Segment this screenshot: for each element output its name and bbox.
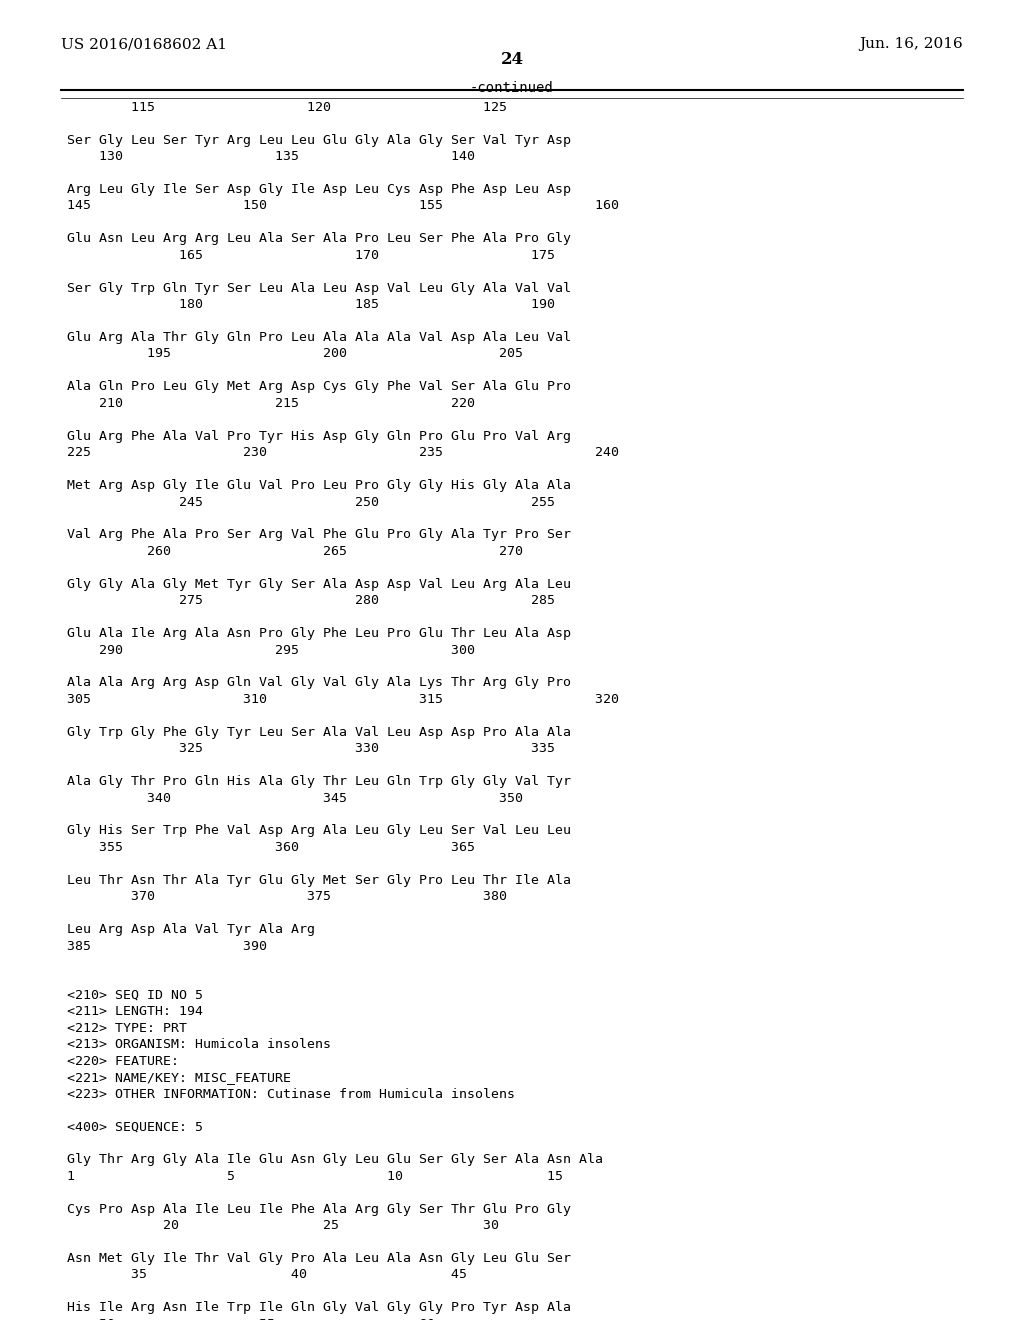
Text: 115                   120                   125: 115 120 125 xyxy=(67,100,507,114)
Text: <213> ORGANISM: Humicola insolens: <213> ORGANISM: Humicola insolens xyxy=(67,1039,331,1051)
Text: Gly Trp Gly Phe Gly Tyr Leu Ser Ala Val Leu Asp Asp Pro Ala Ala: Gly Trp Gly Phe Gly Tyr Leu Ser Ala Val … xyxy=(67,726,570,739)
Text: Arg Leu Gly Ile Ser Asp Gly Ile Asp Leu Cys Asp Phe Asp Leu Asp: Arg Leu Gly Ile Ser Asp Gly Ile Asp Leu … xyxy=(67,183,570,197)
Text: 180                   185                   190: 180 185 190 xyxy=(67,298,555,312)
Text: 1                   5                   10                  15: 1 5 10 15 xyxy=(67,1170,562,1183)
Text: Met Arg Asp Gly Ile Glu Val Pro Leu Pro Gly Gly His Gly Ala Ala: Met Arg Asp Gly Ile Glu Val Pro Leu Pro … xyxy=(67,479,570,492)
Text: Val Arg Phe Ala Pro Ser Arg Val Phe Glu Pro Gly Ala Tyr Pro Ser: Val Arg Phe Ala Pro Ser Arg Val Phe Glu … xyxy=(67,528,570,541)
Text: Gly Thr Arg Gly Ala Ile Glu Asn Gly Leu Glu Ser Gly Ser Ala Asn Ala: Gly Thr Arg Gly Ala Ile Glu Asn Gly Leu … xyxy=(67,1154,602,1167)
Text: 145                   150                   155                   160: 145 150 155 160 xyxy=(67,199,618,213)
Text: 340                   345                   350: 340 345 350 xyxy=(67,792,522,804)
Text: 195                   200                   205: 195 200 205 xyxy=(67,347,522,360)
Text: Glu Asn Leu Arg Arg Leu Ala Ser Ala Pro Leu Ser Phe Ala Pro Gly: Glu Asn Leu Arg Arg Leu Ala Ser Ala Pro … xyxy=(67,232,570,246)
Text: US 2016/0168602 A1: US 2016/0168602 A1 xyxy=(61,37,227,51)
Text: 225                   230                   235                   240: 225 230 235 240 xyxy=(67,446,618,459)
Text: 35                  40                  45: 35 40 45 xyxy=(67,1269,467,1282)
Text: Jun. 16, 2016: Jun. 16, 2016 xyxy=(859,37,963,51)
Text: 275                   280                   285: 275 280 285 xyxy=(67,594,555,607)
Text: <400> SEQUENCE: 5: <400> SEQUENCE: 5 xyxy=(67,1121,203,1134)
Text: Glu Arg Phe Ala Val Pro Tyr His Asp Gly Gln Pro Glu Pro Val Arg: Glu Arg Phe Ala Val Pro Tyr His Asp Gly … xyxy=(67,430,570,442)
Text: Ala Ala Arg Arg Asp Gln Val Gly Val Gly Ala Lys Thr Arg Gly Pro: Ala Ala Arg Arg Asp Gln Val Gly Val Gly … xyxy=(67,676,570,689)
Text: Asn Met Gly Ile Thr Val Gly Pro Ala Leu Ala Asn Gly Leu Glu Ser: Asn Met Gly Ile Thr Val Gly Pro Ala Leu … xyxy=(67,1251,570,1265)
Text: Ala Gln Pro Leu Gly Met Arg Asp Cys Gly Phe Val Ser Ala Glu Pro: Ala Gln Pro Leu Gly Met Arg Asp Cys Gly … xyxy=(67,380,570,393)
Text: Cys Pro Asp Ala Ile Leu Ile Phe Ala Arg Gly Ser Thr Glu Pro Gly: Cys Pro Asp Ala Ile Leu Ile Phe Ala Arg … xyxy=(67,1203,570,1216)
Text: Leu Arg Asp Ala Val Tyr Ala Arg: Leu Arg Asp Ala Val Tyr Ala Arg xyxy=(67,923,314,936)
Text: -continued: -continued xyxy=(470,81,554,95)
Text: Gly Gly Ala Gly Met Tyr Gly Ser Ala Asp Asp Val Leu Arg Ala Leu: Gly Gly Ala Gly Met Tyr Gly Ser Ala Asp … xyxy=(67,578,570,591)
Text: His Ile Arg Asn Ile Trp Ile Gln Gly Val Gly Gly Pro Tyr Asp Ala: His Ile Arg Asn Ile Trp Ile Gln Gly Val … xyxy=(67,1302,570,1315)
Text: Glu Arg Ala Thr Gly Gln Pro Leu Ala Ala Ala Val Asp Ala Leu Val: Glu Arg Ala Thr Gly Gln Pro Leu Ala Ala … xyxy=(67,331,570,345)
Text: 325                   330                   335: 325 330 335 xyxy=(67,742,555,755)
Text: 370                   375                   380: 370 375 380 xyxy=(67,890,507,903)
Text: Leu Thr Asn Thr Ala Tyr Glu Gly Met Ser Gly Pro Leu Thr Ile Ala: Leu Thr Asn Thr Ala Tyr Glu Gly Met Ser … xyxy=(67,874,570,887)
Text: <220> FEATURE:: <220> FEATURE: xyxy=(67,1055,178,1068)
Text: 385                   390: 385 390 xyxy=(67,940,266,953)
Text: 245                   250                   255: 245 250 255 xyxy=(67,495,555,508)
Text: 24: 24 xyxy=(501,51,523,67)
Text: 130                   135                   140: 130 135 140 xyxy=(67,150,474,164)
Text: Glu Ala Ile Arg Ala Asn Pro Gly Phe Leu Pro Glu Thr Leu Ala Asp: Glu Ala Ile Arg Ala Asn Pro Gly Phe Leu … xyxy=(67,627,570,640)
Text: 20                  25                  30: 20 25 30 xyxy=(67,1220,499,1232)
Text: Gly His Ser Trp Phe Val Asp Arg Ala Leu Gly Leu Ser Val Leu Leu: Gly His Ser Trp Phe Val Asp Arg Ala Leu … xyxy=(67,825,570,837)
Text: <210> SEQ ID NO 5: <210> SEQ ID NO 5 xyxy=(67,989,203,1002)
Text: 210                   215                   220: 210 215 220 xyxy=(67,397,474,409)
Text: Ala Gly Thr Pro Gln His Ala Gly Thr Leu Gln Trp Gly Gly Val Tyr: Ala Gly Thr Pro Gln His Ala Gly Thr Leu … xyxy=(67,775,570,788)
Text: 305                   310                   315                   320: 305 310 315 320 xyxy=(67,693,618,706)
Text: 260                   265                   270: 260 265 270 xyxy=(67,545,522,558)
Text: <212> TYPE: PRT: <212> TYPE: PRT xyxy=(67,1022,186,1035)
Text: <223> OTHER INFORMATION: Cutinase from Humicula insolens: <223> OTHER INFORMATION: Cutinase from H… xyxy=(67,1088,514,1101)
Text: <211> LENGTH: 194: <211> LENGTH: 194 xyxy=(67,1006,203,1018)
Text: Ser Gly Leu Ser Tyr Arg Leu Leu Glu Gly Ala Gly Ser Val Tyr Asp: Ser Gly Leu Ser Tyr Arg Leu Leu Glu Gly … xyxy=(67,133,570,147)
Text: 355                   360                   365: 355 360 365 xyxy=(67,841,474,854)
Text: 290                   295                   300: 290 295 300 xyxy=(67,644,474,656)
Text: Ser Gly Trp Gln Tyr Ser Leu Ala Leu Asp Val Leu Gly Ala Val Val: Ser Gly Trp Gln Tyr Ser Leu Ala Leu Asp … xyxy=(67,281,570,294)
Text: <221> NAME/KEY: MISC_FEATURE: <221> NAME/KEY: MISC_FEATURE xyxy=(67,1071,291,1084)
Text: 50                  55                  60: 50 55 60 xyxy=(67,1317,434,1320)
Text: 165                   170                   175: 165 170 175 xyxy=(67,248,555,261)
